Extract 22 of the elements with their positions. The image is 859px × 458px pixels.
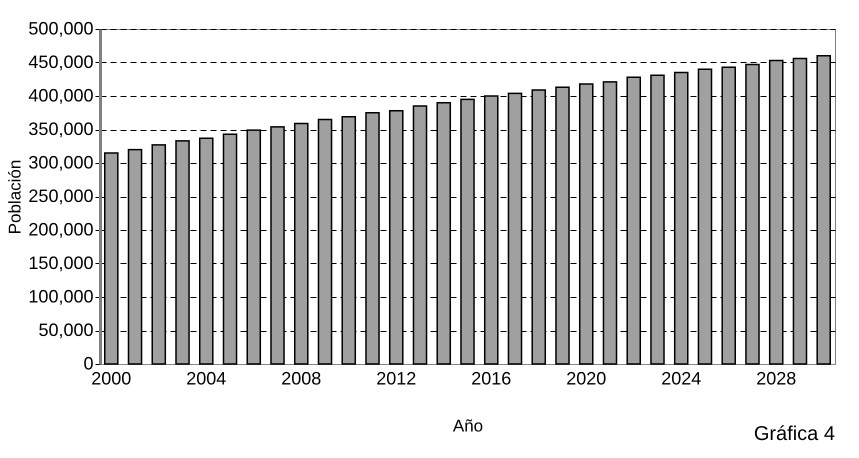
y-tick-label: 50,000 — [38, 320, 94, 340]
x-tick-label: 2028 — [756, 368, 796, 388]
y-tick-label: 150,000 — [28, 253, 94, 273]
y-axis-title: Población — [5, 160, 24, 234]
x-tick-label: 2020 — [566, 368, 606, 388]
x-tick-label: 2012 — [376, 368, 416, 388]
x-tick-label: 2024 — [661, 368, 702, 388]
y-tick-label: 450,000 — [28, 52, 94, 72]
x-tick-label: 2004 — [186, 368, 226, 388]
y-tick-label: 100,000 — [28, 286, 94, 306]
y-tick-label: 350,000 — [28, 119, 94, 139]
x-axis-title: Año — [452, 416, 484, 436]
y-tick-label: 250,000 — [28, 186, 94, 206]
y-tick-label: 300,000 — [28, 152, 94, 172]
x-tick-label: 2016 — [471, 368, 512, 388]
y-tick-label: 0 — [83, 354, 94, 374]
x-tick-label: 2000 — [91, 368, 132, 388]
x-tick-label: 2008 — [281, 368, 322, 388]
y-tick-label: 500,000 — [28, 18, 94, 38]
text: Gráfica 4 — [754, 423, 835, 445]
y-tick-label: 200,000 — [28, 220, 94, 240]
y-tick-label: 400,000 — [28, 86, 94, 106]
